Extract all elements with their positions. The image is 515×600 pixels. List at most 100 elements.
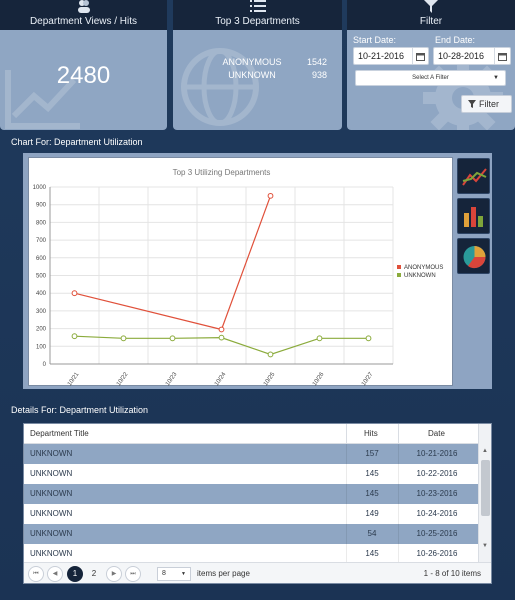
scroll-up-icon[interactable]: ▲ <box>482 448 488 454</box>
data-point <box>218 326 225 333</box>
column-divider <box>398 504 399 524</box>
legend-swatch <box>397 273 401 277</box>
y-tick-label: 100 <box>36 344 47 350</box>
department-hits: 938 <box>311 70 327 80</box>
data-point <box>71 290 78 297</box>
department-title-cell: UNKNOWN <box>30 509 73 518</box>
column-divider <box>398 524 399 544</box>
end-date-value: 10-28-2016 <box>438 51 485 61</box>
column-divider <box>398 444 399 464</box>
table-row[interactable]: UNKNOWN 157 10-21-2016 <box>24 444 479 464</box>
column-header-date[interactable]: Date <box>428 429 445 438</box>
funnel-icon <box>468 100 476 108</box>
top-departments-card: Top 3 Departments ANONYMOUS 1542 UNKNOWN… <box>173 0 342 130</box>
table-row[interactable]: UNKNOWN 145 10-23-2016 <box>24 484 479 504</box>
table-row[interactable]: UNKNOWN 149 10-24-2016 <box>24 504 479 524</box>
department-hits: 1542 <box>306 57 327 67</box>
start-date-field[interactable]: 10-21-2016 <box>353 47 429 65</box>
page-2-button[interactable]: 2 <box>91 569 97 578</box>
data-point <box>365 335 372 342</box>
details-section-title: Details For: Department Utilization <box>11 405 149 415</box>
column-divider <box>346 524 347 544</box>
column-divider <box>346 484 347 504</box>
prev-page-button[interactable]: ◀ <box>47 566 63 582</box>
items-per-page-select[interactable]: 8 ▼ <box>157 567 191 581</box>
date-cell: 10-24-2016 <box>416 509 458 518</box>
scrollbar-thumb[interactable] <box>481 460 490 516</box>
y-tick-label: 200 <box>36 327 47 333</box>
bar-chart-type-button[interactable] <box>457 198 490 234</box>
end-date-field[interactable]: 10-28-2016 <box>433 47 511 65</box>
pie-chart-icon <box>463 246 486 269</box>
department-name: ANONYMOUS <box>222 57 282 67</box>
y-tick-label: 900 <box>36 203 47 209</box>
last-page-button[interactable]: ⏭ <box>125 566 141 582</box>
hits-cell: 145 <box>365 549 379 558</box>
calendar-icon[interactable] <box>412 48 428 64</box>
y-tick-label: 800 <box>36 220 47 226</box>
y-tick-label: 1000 <box>33 185 47 191</box>
card-title: Department Views / Hits <box>29 16 138 27</box>
data-point <box>71 333 78 340</box>
hits-cell: 54 <box>367 529 377 538</box>
filter-button-label: Filter <box>479 99 499 109</box>
card-title: Filter <box>419 16 443 27</box>
y-tick-label: 700 <box>36 238 47 244</box>
hits-cell: 157 <box>365 449 379 458</box>
filter-select[interactable]: Select A Filter ▼ <box>355 70 506 86</box>
x-tick-label: 10/21 <box>67 371 81 387</box>
y-tick-label: 0 <box>43 362 47 368</box>
department-name: UNKNOWN <box>228 70 276 80</box>
calendar-icon[interactable] <box>494 48 510 64</box>
column-header-hits[interactable]: Hits <box>364 429 378 438</box>
card-header: Department Views / Hits <box>0 0 167 30</box>
legend-entry: UNKNOWN <box>404 273 436 279</box>
column-divider <box>346 424 347 444</box>
table-row[interactable]: UNKNOWN 54 10-25-2016 <box>24 524 479 544</box>
date-cell: 10-21-2016 <box>416 449 458 458</box>
table-header: Department Title Hits Date <box>24 424 479 444</box>
column-divider <box>398 424 399 444</box>
department-title-cell: UNKNOWN <box>30 469 73 478</box>
data-point <box>218 334 225 341</box>
users-icon <box>77 0 90 13</box>
line-chart: Top 3 Utilizing Departments 0 100 200 300 400… <box>33 168 444 387</box>
next-page-button[interactable]: ▶ <box>106 566 122 582</box>
department-title-cell: UNKNOWN <box>30 489 73 498</box>
chevron-down-icon: ▼ <box>181 571 186 577</box>
pie-chart-type-button[interactable] <box>457 238 490 274</box>
date-cell: 10-22-2016 <box>416 469 458 478</box>
department-title-cell: UNKNOWN <box>30 549 73 558</box>
page-1-button[interactable]: 1 <box>67 566 83 582</box>
pager-summary: 1 - 8 of 10 items <box>423 569 481 578</box>
chart-panel: Top 3 Utilizing Departments 0 100 200 300 400… <box>28 157 453 387</box>
line-chart-icon <box>5 70 80 129</box>
department-title-cell: UNKNOWN <box>30 529 73 538</box>
department-views-card: Department Views / Hits 2480 <box>0 0 167 130</box>
bar-chart-icon <box>464 207 483 227</box>
series-line-anonymous <box>74 195 272 331</box>
table-row[interactable]: UNKNOWN 145 10-22-2016 <box>24 464 479 484</box>
table-scrollbar[interactable]: ▲ ▼ <box>478 424 491 562</box>
filter-button[interactable]: Filter <box>461 95 512 113</box>
card-header: Filter <box>347 0 515 30</box>
views-count: 2480 <box>56 62 111 89</box>
scroll-down-icon[interactable]: ▼ <box>482 543 488 549</box>
list-icon <box>249 0 266 12</box>
data-point <box>267 192 274 199</box>
table-row[interactable]: UNKNOWN 145 10-26-2016 <box>24 544 479 564</box>
column-divider <box>398 464 399 484</box>
start-date-label: Start Date: <box>353 35 397 45</box>
funnel-icon <box>424 0 438 13</box>
date-cell: 10-23-2016 <box>416 489 458 498</box>
data-point <box>120 335 127 342</box>
x-tick-label: 10/23 <box>165 371 179 387</box>
chart-section-title: Chart For: Department Utilization <box>11 137 143 147</box>
date-cell: 10-25-2016 <box>416 529 458 538</box>
first-page-button[interactable]: ⏮ <box>28 566 44 582</box>
column-header-department-title[interactable]: Department Title <box>30 429 89 438</box>
card-header: Top 3 Departments <box>173 0 342 30</box>
line-chart-type-button[interactable] <box>457 158 490 194</box>
start-date-value: 10-21-2016 <box>358 51 405 61</box>
chevron-down-icon: ▼ <box>493 75 499 81</box>
